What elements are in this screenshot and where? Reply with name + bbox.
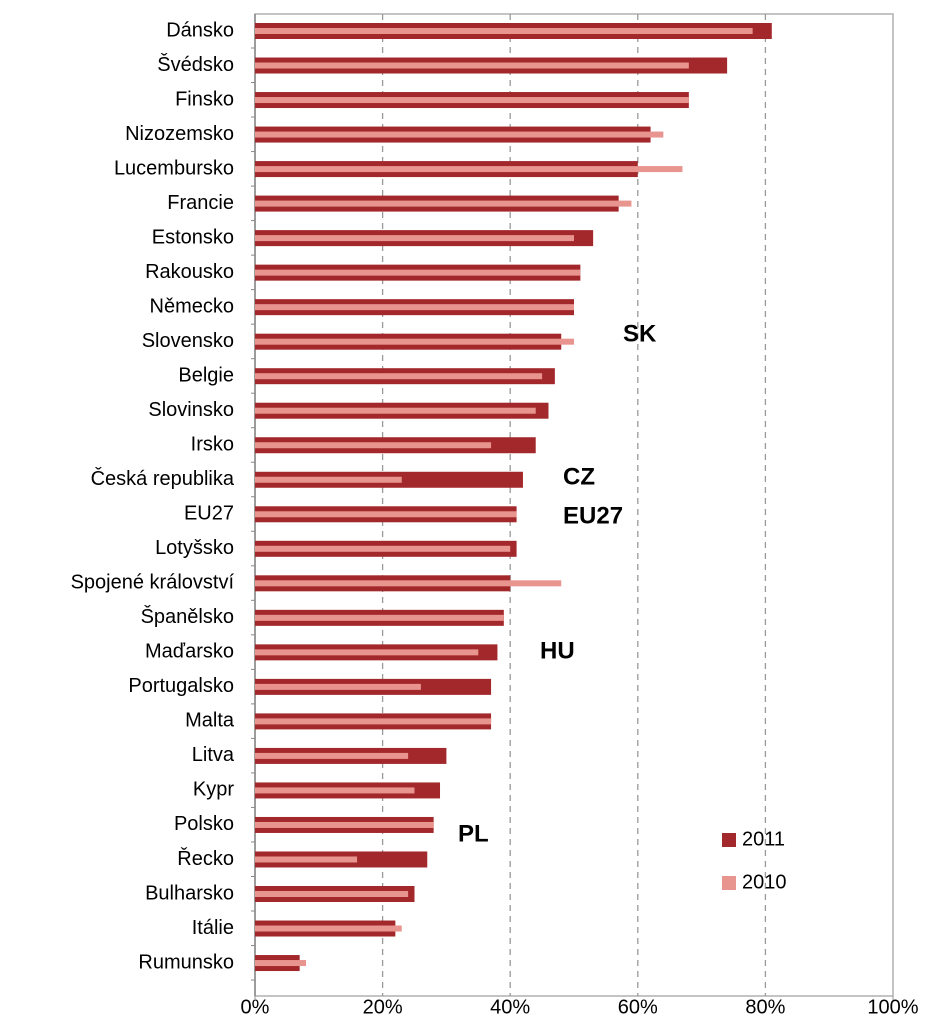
bar	[255, 269, 581, 276]
bar	[255, 235, 574, 242]
bar	[255, 960, 307, 967]
annotation: HU	[540, 637, 575, 664]
y-tick-label: Francie	[167, 192, 234, 214]
bar	[255, 891, 409, 897]
y-tick-label: Portugalsko	[128, 675, 234, 697]
bar	[255, 856, 358, 863]
x-tick-label: 40%	[490, 996, 530, 1018]
bar	[255, 752, 409, 759]
bar	[255, 28, 753, 34]
legend-label: 2010	[742, 871, 787, 893]
bar	[255, 580, 562, 587]
bar	[255, 649, 479, 656]
bar	[255, 131, 664, 138]
y-tick-label: Lucembursko	[114, 157, 234, 179]
y-tick-label: Švédsko	[157, 53, 234, 76]
bar	[255, 97, 689, 104]
bar	[255, 787, 415, 794]
y-tick-label: Irsko	[191, 434, 234, 456]
annotation: SK	[623, 320, 657, 347]
annotation: CZ	[563, 463, 595, 490]
y-tick-label: Polsko	[174, 813, 234, 835]
legend-label: 2011	[742, 828, 785, 850]
y-tick-label: Rakousko	[145, 261, 234, 283]
y-tick-label: Slovensko	[142, 330, 234, 352]
bar	[255, 304, 574, 311]
bar	[255, 166, 683, 173]
annotation: PL	[458, 820, 489, 847]
bar	[255, 62, 689, 69]
y-tick-label: Litva	[192, 744, 235, 766]
bar	[255, 511, 517, 518]
bar	[255, 614, 504, 621]
y-tick-label: Maďarsko	[145, 641, 234, 663]
bar	[255, 338, 574, 345]
y-tick-label: Řecko	[177, 847, 234, 870]
x-tick-label: 60%	[618, 996, 658, 1018]
y-tick-label: Lotyšsko	[155, 537, 234, 559]
y-tick-label: Finsko	[175, 88, 234, 110]
y-tick-label: Estonsko	[152, 226, 234, 248]
x-tick-label: 0%	[241, 996, 270, 1018]
bar	[255, 683, 421, 690]
bar	[255, 821, 434, 828]
bar	[255, 373, 543, 380]
y-tick-label: Slovinsko	[148, 399, 234, 421]
legend-swatch	[722, 876, 736, 890]
y-tick-label: Kypr	[193, 779, 234, 801]
y-tick-label: Bulharsko	[145, 882, 234, 904]
y-tick-label: Rumunsko	[138, 951, 234, 973]
bar	[255, 925, 402, 932]
y-tick-label: Malta	[185, 710, 235, 732]
bar	[255, 407, 536, 414]
y-tick-label: Belgie	[178, 364, 234, 386]
y-tick-label: EU27	[184, 503, 234, 525]
x-tick-label: 80%	[745, 996, 785, 1018]
y-tick-label: Dánsko	[166, 19, 234, 41]
y-tick-label: Německo	[150, 295, 234, 317]
annotation: EU27	[563, 502, 623, 529]
x-tick-label: 20%	[363, 996, 403, 1018]
y-tick-label: Nizozemsko	[125, 123, 234, 145]
bar	[255, 545, 511, 552]
y-tick-label: Španělsko	[141, 605, 234, 628]
y-tick-label: Itálie	[192, 917, 234, 939]
legend-swatch	[722, 833, 736, 847]
bar	[255, 200, 632, 207]
bar	[255, 476, 402, 483]
bar	[255, 718, 492, 725]
y-tick-label: Spojené království	[71, 572, 235, 594]
x-tick-label: 100%	[867, 996, 918, 1018]
y-tick-label: Česká republika	[91, 467, 235, 490]
bar	[255, 442, 492, 449]
